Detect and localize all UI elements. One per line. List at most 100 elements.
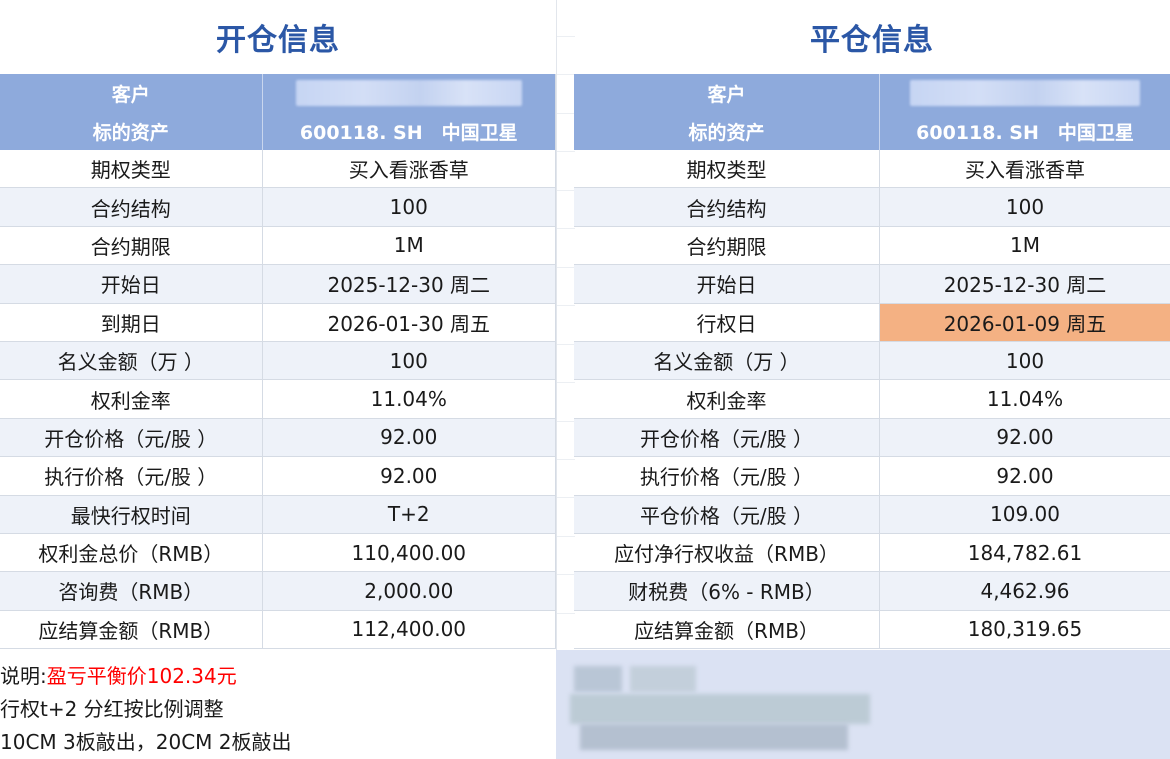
row-label: 开仓价格（元/股 ） [44,426,218,451]
close-position-table: 客户 标的资产 600118. SH 中国卫星 期权类型 买入看涨香草合约结构 10… [574,74,1170,650]
close-rows: 期权类型 买入看涨香草 合约结构 100 合约期限 1M 开始日 2025-12-30 周二行… [574,150,1170,650]
table-row: 最快行权时间 T+2 [0,495,555,534]
row-label: 最快行权时间 [70,503,191,528]
table-row: 开始日 2025-12-30 周二 [574,265,1170,304]
row-value: 100 [261,188,555,226]
table-row: 到期日 2026-01-30 周五 [0,303,555,342]
table-row: 开仓价格（元/股 ） 92.00 [574,418,1170,458]
row-value: 92.00 [261,418,555,457]
table-row: 名义金额（万 ） 100 [0,341,555,381]
panel-gap [556,0,575,759]
row-label: 行权日 [696,311,757,336]
table-row: 咨询费（RMB） 2,000.00 [0,572,555,611]
close-table-header: 客户 标的资产 600118. SH 中国卫星 [574,74,1170,150]
row-value: 109.00 [879,495,1170,533]
close-panel-title: 平仓信息 [810,23,934,58]
row-label: 名义金额（万 ） [653,350,800,375]
redacted-blur [295,80,522,106]
table-row: 应付净行权收益（RMB） 184,782.61 [574,533,1170,573]
row-value: T+2 [261,495,555,533]
row-label: 开仓价格（元/股 ） [639,426,814,451]
notes: 说明:盈亏平衡价102.34元 行权t+2 分红按比例调整 10CM 3板敲出，… [0,660,556,759]
row-value: 112,400.00 [261,610,555,649]
row-value: 4,462.96 [879,572,1170,610]
row-value: 买入看涨香草 [879,150,1170,188]
client-label: 客户 [707,83,746,106]
table-row: 行权日 2026-01-09 周五 [574,303,1170,342]
row-value: 92.00 [261,457,555,495]
table-row: 财税费（6% - RMB） 4,462.96 [574,572,1170,611]
open-panel-title: 开仓信息 [216,23,340,58]
table-row: 合约结构 100 [0,188,555,227]
row-label: 期权类型 [686,158,767,183]
table-row: 平仓价格（元/股 ） 109.00 [574,495,1170,534]
table-row: 合约期限 1M [0,226,555,266]
note-line-3: 10CM 3板敲出，20CM 2板敲出 [0,730,292,754]
row-value: 11.04% [261,380,555,418]
table-row: 名义金额（万 ） 100 [574,341,1170,381]
row-value: 2026-01-30 周五 [261,303,555,341]
row-value: 1M [261,226,555,265]
breakeven-note: 盈亏平衡价102.34元 [46,664,237,688]
row-label: 合约结构 [686,196,767,221]
note-line-2: 行权t+2 分红按比例调整 [0,697,224,721]
redacted-area [556,650,1170,759]
row-value: 110,400.00 [261,533,555,572]
table-row: 期权类型 买入看涨香草 [574,150,1170,189]
table-row: 期权类型 买入看涨香草 [0,150,555,189]
client-label: 客户 [111,83,150,106]
row-value: 100 [879,188,1170,226]
table-row: 权利金率 11.04% [574,380,1170,419]
row-label: 应付净行权收益（RMB） [614,542,839,567]
table-row: 应结算金额（RMB） 112,400.00 [0,610,555,650]
table-row: 合约结构 100 [574,188,1170,227]
row-value: 180,319.65 [879,610,1170,649]
open-table-header: 客户 标的资产 600118. SH 中国卫星 [0,74,555,150]
row-label: 权利金总价（RMB） [38,542,224,567]
asset-value: 600118. SH 中国卫星 [299,121,518,144]
row-label: 执行价格（元/股 ） [639,465,814,490]
table-row: 执行价格（元/股 ） 92.00 [0,457,555,496]
open-rows: 期权类型 买入看涨香草合约结构 100 合约期限 1M 开始日 2025-12-30 周二到… [0,150,555,650]
row-value: 100 [879,341,1170,380]
row-label: 应结算金额（RMB） [38,618,224,643]
row-label: 权利金率 [90,388,171,413]
table-row: 应结算金额（RMB） 180,319.65 [574,610,1170,650]
note-prefix: 说明: [0,664,47,688]
table-row: 执行价格（元/股 ） 92.00 [574,457,1170,496]
asset-label: 标的资产 [688,121,765,144]
row-value: 买入看涨香草 [261,150,555,188]
row-label: 开始日 [100,273,161,298]
asset-value: 600118. SH 中国卫星 [916,121,1134,144]
row-label: 名义金额（万 ） [57,350,204,375]
asset-label: 标的资产 [92,121,169,144]
row-label: 平仓价格（元/股 ） [639,503,814,528]
table-row: 合约期限 1M [574,226,1170,266]
row-label: 应结算金额（RMB） [634,618,819,643]
close-position-panel: 平仓信息 客户 标的资产 600118. SH 中国卫星 期权类型 买入看涨香草合… [574,0,1170,650]
row-value: 184,782.61 [879,533,1170,572]
row-value: 100 [261,341,555,380]
row-label: 合约期限 [90,234,171,259]
redacted-blur [910,80,1140,106]
table-row: 权利金率 11.04% [0,380,555,419]
row-value-highlighted: 2026-01-09 周五 [879,303,1170,341]
row-label: 合约期限 [686,234,767,259]
open-position-panel: 开仓信息 客户 标的资产 600118. SH 中国卫星 期权类型 买入看涨香草合… [0,0,556,650]
row-label: 期权类型 [90,158,171,183]
row-value: 11.04% [879,380,1170,418]
note-line-1: 说明:盈亏平衡价102.34元 [0,660,556,693]
row-label: 咨询费（RMB） [58,580,204,605]
row-value: 2,000.00 [261,572,555,610]
row-value: 1M [879,226,1170,265]
table-row: 开仓价格（元/股 ） 92.00 [0,418,555,458]
row-value: 2025-12-30 周二 [261,265,555,303]
table-row: 权利金总价（RMB） 110,400.00 [0,533,555,573]
row-label: 开始日 [696,273,757,298]
row-label: 合约结构 [90,196,171,221]
table-row: 开始日 2025-12-30 周二 [0,265,555,304]
row-label: 财税费（6% - RMB） [628,580,825,605]
row-value: 92.00 [879,457,1170,495]
row-label: 权利金率 [686,388,767,413]
row-label: 执行价格（元/股 ） [44,465,218,490]
